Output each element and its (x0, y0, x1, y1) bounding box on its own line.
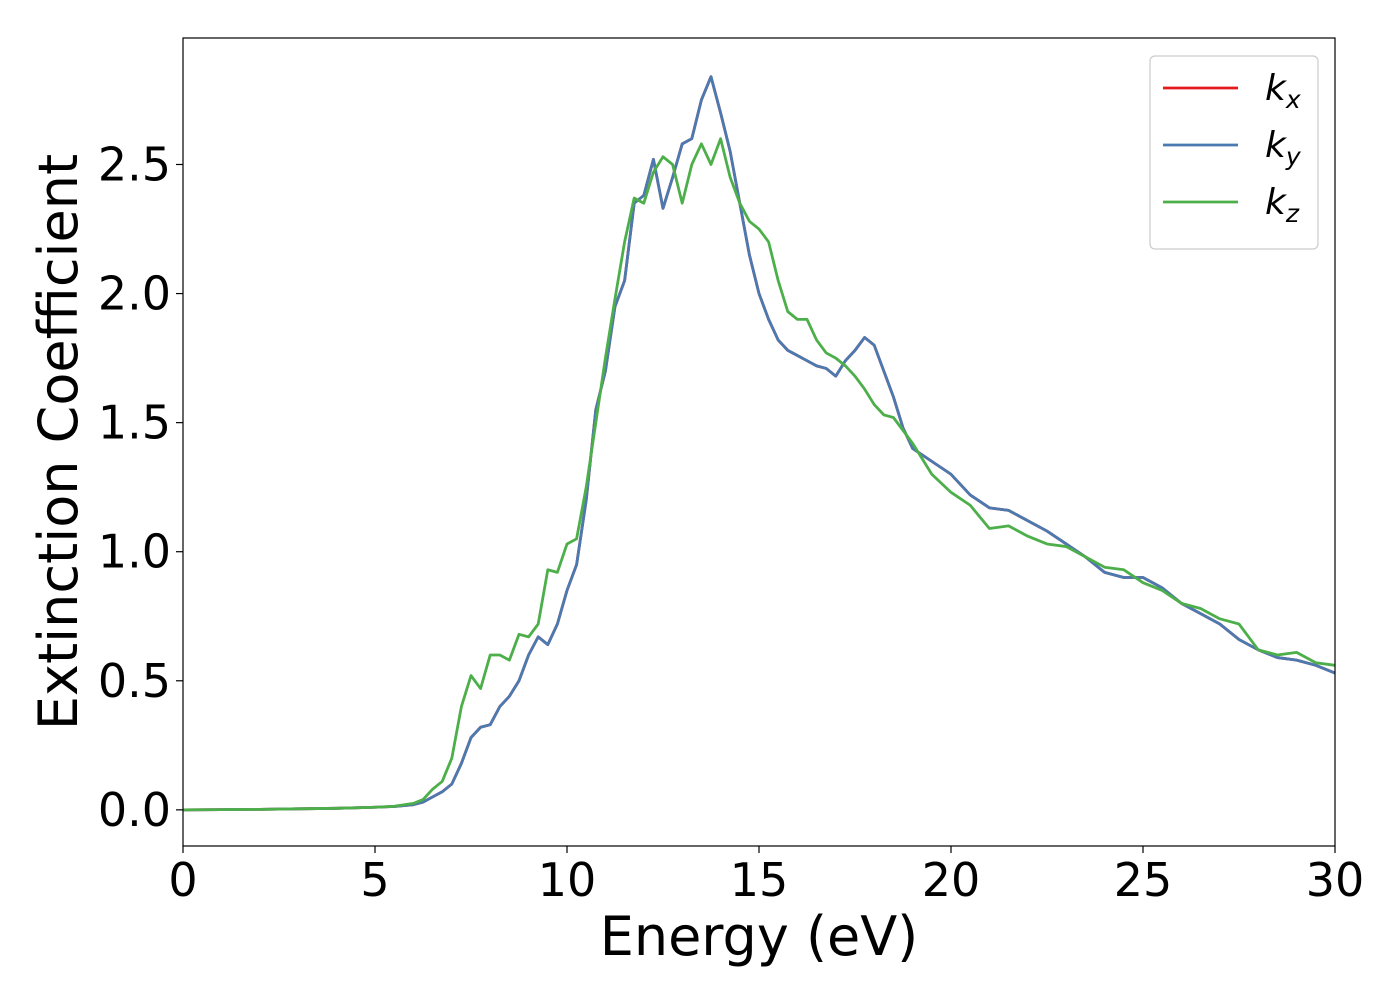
y-tick-label: 2.5 (98, 137, 171, 191)
legend-label: kx (1265, 68, 1301, 114)
y-axis-label: Extinction Coefficient (27, 154, 90, 730)
x-tick-label: 15 (730, 853, 789, 907)
legend: kx ky kz (1149, 55, 1319, 250)
legend-label: ky (1265, 125, 1302, 171)
y-tick-label: 1.0 (98, 525, 171, 579)
x-tick-label: 0 (168, 853, 197, 907)
y-tick-label: 1.5 (98, 396, 171, 450)
y-tick-label: 2.0 (98, 267, 171, 321)
x-tick-label: 25 (1114, 853, 1173, 907)
y-tick-label: 0.5 (98, 654, 171, 708)
x-tick-label: 30 (1306, 853, 1365, 907)
plot-area (182, 75, 1336, 812)
x-axis-label: Energy (eV) (600, 905, 919, 968)
legend-label: kz (1265, 182, 1300, 228)
x-tick-label: 20 (922, 853, 981, 907)
y-tick-label: 0.0 (98, 783, 171, 837)
x-tick-label: 5 (360, 853, 389, 907)
line-series (182, 137, 1336, 812)
x-tick-label: 10 (538, 853, 597, 907)
